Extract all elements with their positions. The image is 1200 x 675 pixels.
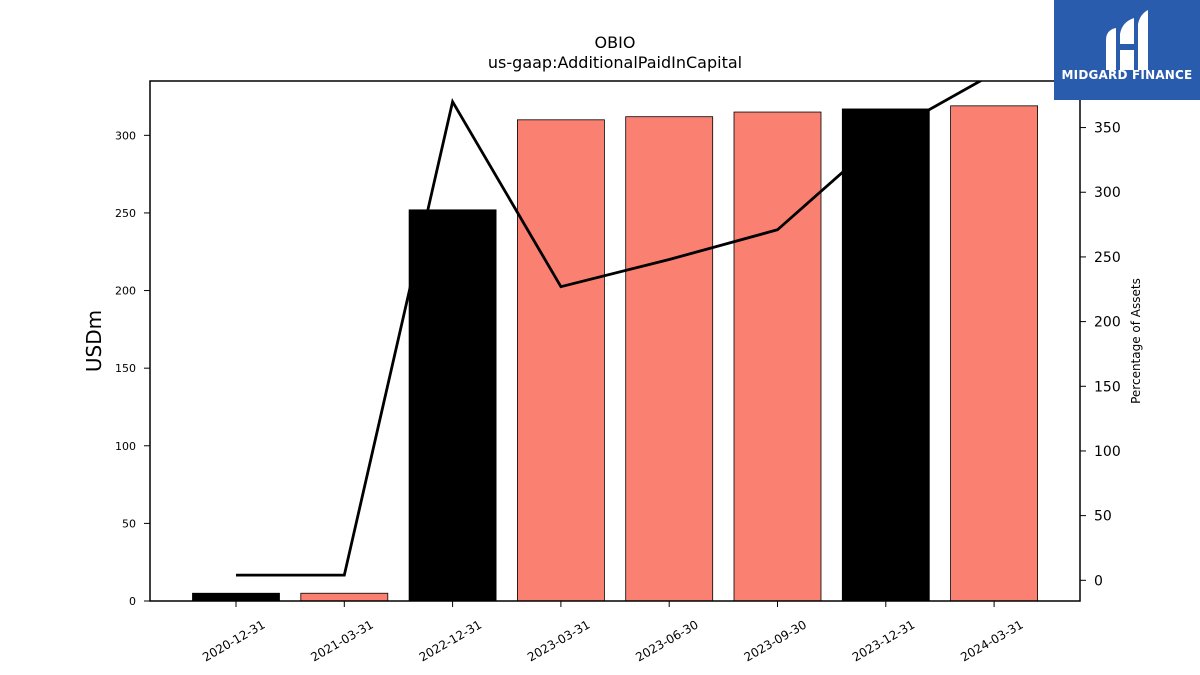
y-tick-label: 300 (115, 129, 136, 142)
x-axis: 2020-12-31 2021-03-31 2022-12-31 2023-03-31… (200, 601, 1026, 664)
x-tick-label: 2020-12-31 (200, 617, 267, 664)
y-tick-label: 250 (115, 207, 136, 220)
y2-tick-label: 250 (1094, 250, 1121, 266)
x-tick-label: 2023-06-30 (633, 617, 700, 664)
x-tick-label: 2023-12-31 (850, 617, 917, 664)
y-tick-label: 200 (115, 285, 136, 298)
y-tick-label: 50 (122, 517, 136, 530)
x-tick-label: 2024-03-31 (958, 617, 1025, 664)
bar (625, 116, 714, 602)
x-tick-label: 2022-12-31 (417, 617, 484, 664)
y-tick-label: 0 (129, 595, 136, 608)
y-axis-label: USDm (82, 310, 106, 372)
bar (408, 209, 497, 602)
y2-tick-label: 150 (1094, 379, 1121, 395)
bar (841, 108, 930, 602)
bar-group (192, 105, 1038, 602)
bar (300, 592, 389, 602)
bar (950, 105, 1038, 602)
x-tick-label: 2021-03-31 (308, 617, 375, 664)
y2-axis-label: Percentage of Assets (1129, 278, 1143, 404)
line-group (236, 81, 984, 577)
y-axis-right: 0 50 100 150 200 250 300 350 (1080, 121, 1121, 589)
y2-tick-label: 300 (1094, 185, 1121, 201)
y2-tick-label: 100 (1094, 444, 1121, 460)
x-tick-label: 2023-09-30 (742, 617, 809, 664)
x-tick-label: 2023-03-31 (525, 617, 592, 664)
bar (733, 111, 822, 602)
midgard-finance-logo: MIDGARD FINANCE (1054, 0, 1200, 100)
logo-text: MIDGARD FINANCE (1061, 68, 1193, 82)
bar (517, 119, 605, 602)
y2-tick-label: 0 (1094, 573, 1103, 589)
y-tick-label: 150 (115, 362, 136, 375)
y2-tick-label: 200 (1094, 315, 1121, 331)
chart-subtitle: us-gaap:AdditionalPaidInCapital (488, 53, 742, 72)
y2-tick-label: 50 (1094, 509, 1112, 525)
y2-tick-label: 350 (1094, 121, 1121, 137)
y-tick-label: 100 (115, 440, 136, 453)
logo-mark-icon (1106, 10, 1148, 70)
y-axis-left: 0 50 100 150 200 250 300 (115, 129, 150, 608)
chart-title: OBIO (595, 33, 636, 52)
line-series (236, 81, 984, 577)
bar (192, 592, 280, 602)
plot-frame (149, 80, 1081, 602)
